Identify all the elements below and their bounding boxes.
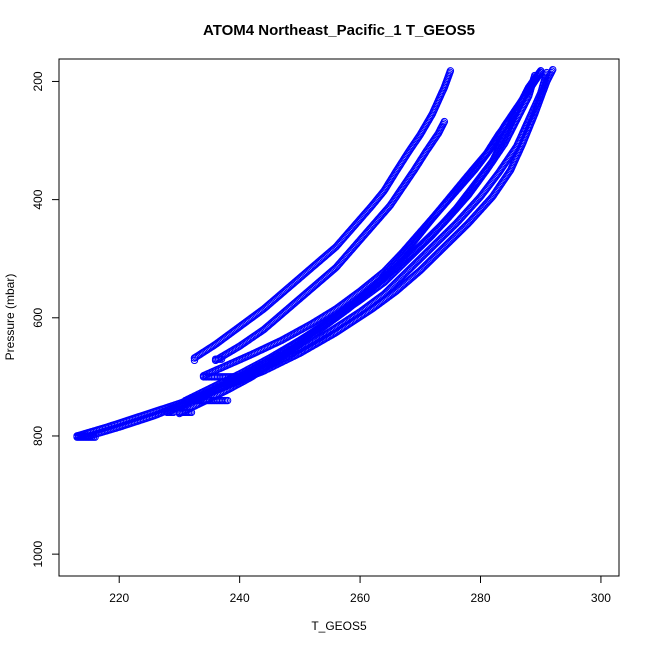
x-axis-ticks: 220 240 260 280 300: [109, 576, 611, 605]
y-tick-label: 600: [31, 307, 45, 327]
y-tick-label: 1000: [31, 540, 45, 567]
data-points: [73, 65, 557, 441]
x-tick-label: 260: [350, 591, 370, 605]
x-tick-label: 300: [591, 591, 611, 605]
y-tick-label: 400: [31, 189, 45, 209]
x-tick-label: 220: [109, 591, 129, 605]
x-tick-label: 280: [470, 591, 490, 605]
x-axis-label: T_GEOS5: [311, 619, 367, 633]
y-axis-ticks: 200 400 600 800 1000: [31, 71, 59, 567]
data-point: [440, 117, 449, 126]
data-point: [235, 373, 244, 381]
y-tick-label: 200: [31, 71, 45, 91]
data-point: [446, 67, 455, 75]
y-axis-label: Pressure (mbar): [3, 274, 17, 361]
data-point: [223, 396, 232, 405]
data-point: [536, 70, 544, 78]
data-point: [549, 65, 557, 74]
chart-title: ATOM4 Northeast_Pacific_1 T_GEOS5: [203, 22, 475, 39]
y-tick-label: 800: [31, 426, 45, 446]
data-point: [537, 68, 545, 77]
x-tick-label: 240: [230, 591, 250, 605]
